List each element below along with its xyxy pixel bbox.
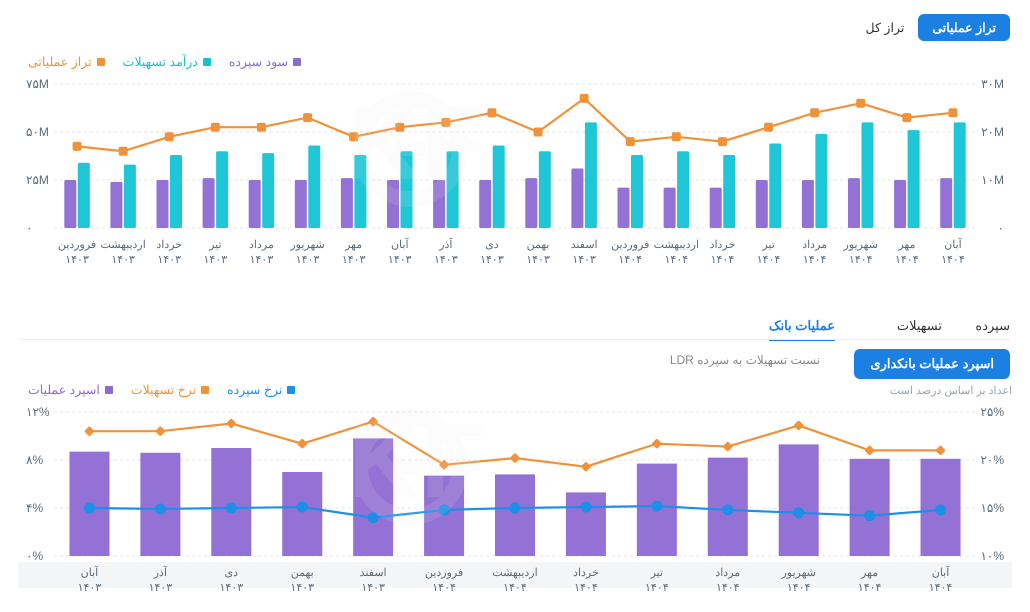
- svg-text:۸%: ۸%: [26, 453, 43, 467]
- svg-text:۱۰M: ۱۰M: [981, 173, 1004, 187]
- svg-text:۲۰M: ۲۰M: [981, 125, 1004, 139]
- svg-text:۳۰M: ۳۰M: [981, 77, 1004, 91]
- svg-text:۰%: ۰%: [26, 549, 43, 563]
- svg-text:۱۲%: ۱۲%: [26, 405, 50, 419]
- svg-text:۰: ۰: [998, 221, 1004, 235]
- svg-text:۵۰M: ۵۰M: [26, 125, 49, 139]
- svg-text:۰: ۰: [26, 221, 32, 235]
- svg-text:۱۵%: ۱۵%: [980, 501, 1004, 515]
- svg-text:۲۰%: ۲۰%: [980, 453, 1004, 467]
- svg-text:۴%: ۴%: [26, 501, 43, 515]
- svg-text:۷۵M: ۷۵M: [26, 77, 49, 91]
- svg-text:۲۵M: ۲۵M: [26, 173, 49, 187]
- svg-text:۲۵%: ۲۵%: [980, 405, 1004, 419]
- svg-text:۱۰%: ۱۰%: [980, 549, 1004, 563]
